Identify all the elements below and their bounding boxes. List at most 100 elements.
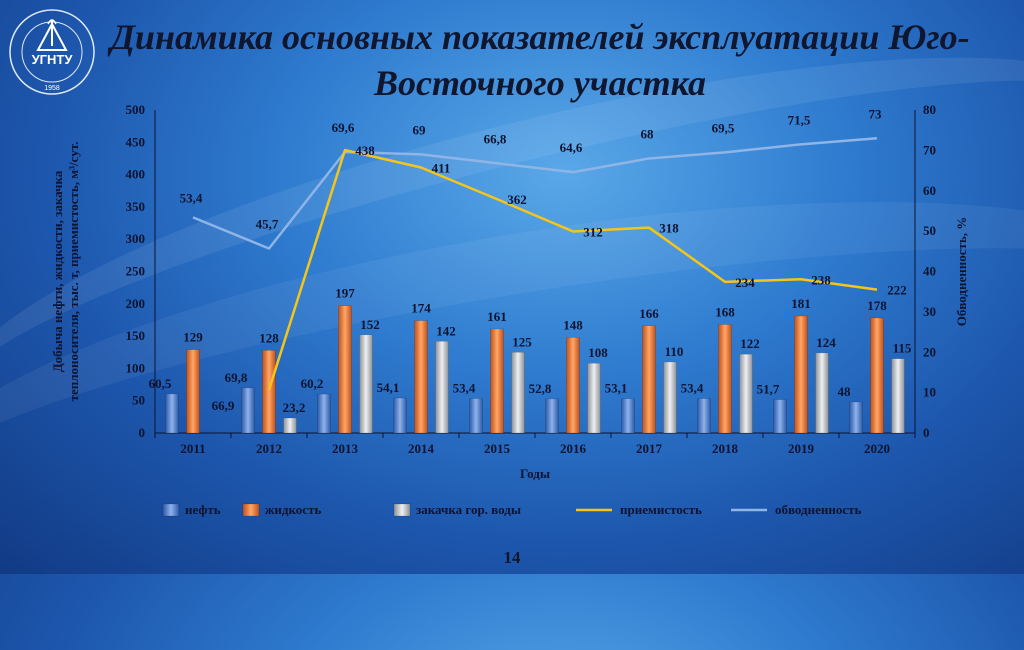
legend-swatch (162, 503, 180, 517)
data-label: 234 (735, 275, 755, 290)
logo-year: 1958 (44, 85, 60, 92)
bar-закачка-гор.-воды (663, 361, 677, 434)
y-tick-label: 200 (126, 296, 146, 311)
data-label: 60,2 (301, 376, 324, 391)
data-label: 53,1 (605, 381, 628, 396)
data-label: 69,5 (712, 120, 735, 135)
data-label: 312 (583, 224, 603, 239)
data-label: 125 (512, 334, 532, 349)
y-tick-label: 350 (126, 199, 146, 214)
data-label: 48 (838, 384, 852, 399)
data-label: 238 (811, 272, 831, 287)
data-label: 66,9 (212, 398, 235, 413)
data-label: 71,5 (788, 112, 811, 127)
data-label: 174 (411, 301, 431, 316)
data-label: 53,4 (180, 190, 203, 205)
y2-tick-label: 10 (923, 385, 936, 400)
y2-tick-label: 40 (923, 264, 936, 279)
y-tick-label: 450 (126, 134, 146, 149)
x-tick-label: 2018 (712, 441, 739, 456)
y2-tick-label: 80 (923, 102, 936, 117)
legend-label: жидкость (265, 502, 321, 517)
legend-swatch (242, 503, 260, 517)
data-label: 197 (335, 286, 355, 301)
y-tick-label: 300 (126, 231, 146, 246)
page-title: Динамика основных показателей эксплуатац… (110, 17, 970, 103)
data-label: 166 (639, 306, 659, 321)
university-logo: УГНТУ 1958 (9, 9, 95, 95)
data-label: 110 (665, 344, 684, 359)
x-axis-label: Годы (520, 466, 550, 481)
bar-нефть (697, 398, 711, 434)
data-label: 53,4 (681, 381, 704, 396)
legend-swatch (393, 503, 411, 517)
y2-tick-label: 0 (923, 425, 930, 440)
data-label: 128 (259, 330, 279, 345)
data-label: 73 (869, 106, 883, 121)
y2-tick-label: 20 (923, 344, 936, 359)
y-tick-label: 150 (126, 328, 146, 343)
x-tick-label: 2019 (788, 441, 815, 456)
legend-label: нефть (185, 502, 221, 517)
y-axis-label: Добыча нефти, жидкости, закачка (50, 170, 65, 372)
data-label: 53,4 (453, 381, 476, 396)
line-обводненность (192, 137, 878, 250)
bar-жидкость (718, 324, 732, 434)
data-label: 66,8 (484, 131, 507, 146)
bar-жидкость (338, 305, 352, 434)
bar-закачка-гор.-воды (283, 417, 297, 434)
bar-закачка-гор.-воды (815, 352, 829, 434)
data-label: 148 (563, 317, 583, 332)
data-label: 152 (360, 317, 380, 332)
legend-label: приемистость (620, 502, 702, 517)
data-label: 64,6 (560, 140, 583, 155)
line-приемистость (267, 148, 878, 391)
data-label: 54,1 (377, 380, 400, 395)
legend-label: закачка гор. воды (416, 502, 521, 517)
bar-закачка-гор.-воды (435, 341, 449, 434)
y-tick-label: 400 (126, 167, 146, 182)
data-label: 142 (436, 323, 456, 338)
data-label: 438 (355, 143, 375, 158)
bar-нефть (545, 398, 559, 434)
data-label: 23,2 (283, 400, 306, 415)
data-label: 129 (183, 330, 203, 345)
x-tick-label: 2012 (256, 441, 282, 456)
y2-tick-label: 50 (923, 223, 936, 238)
data-label: 161 (487, 309, 507, 324)
data-label: 411 (432, 160, 451, 175)
x-tick-label: 2011 (180, 441, 205, 456)
legend-label: обводненность (775, 502, 862, 517)
bar-нефть (849, 401, 863, 434)
bar-закачка-гор.-воды (891, 358, 905, 434)
data-label: 362 (507, 192, 527, 207)
bar-нефть (621, 398, 635, 434)
x-tick-label: 2017 (636, 441, 663, 456)
y-tick-label: 50 (132, 393, 145, 408)
y-tick-label: 100 (126, 360, 146, 375)
bar-закачка-гор.-воды (739, 353, 753, 434)
data-label: 69 (413, 122, 427, 137)
bar-закачка-гор.-воды (511, 352, 525, 434)
y-tick-label: 250 (126, 264, 146, 279)
data-label: 181 (791, 296, 811, 311)
bar-нефть (241, 387, 255, 434)
data-label: 124 (816, 335, 836, 350)
data-label: 45,7 (256, 216, 279, 231)
page-number: 14 (503, 548, 521, 567)
data-label: 52,8 (529, 381, 552, 396)
bar-жидкость (642, 325, 656, 434)
x-tick-label: 2015 (484, 441, 511, 456)
x-tick-label: 2016 (560, 441, 587, 456)
bar-нефть (773, 399, 787, 434)
data-label: 69,8 (225, 370, 248, 385)
bar-нефть (393, 397, 407, 434)
bar-жидкость (186, 349, 200, 434)
data-label: 222 (887, 283, 907, 298)
bar-закачка-гор.-воды (587, 362, 601, 434)
logo-text: УГНТУ (32, 52, 74, 67)
x-tick-label: 2014 (408, 441, 435, 456)
y-tick-label: 0 (139, 425, 146, 440)
data-label: 168 (715, 304, 735, 319)
y-tick-label: 500 (126, 102, 146, 117)
